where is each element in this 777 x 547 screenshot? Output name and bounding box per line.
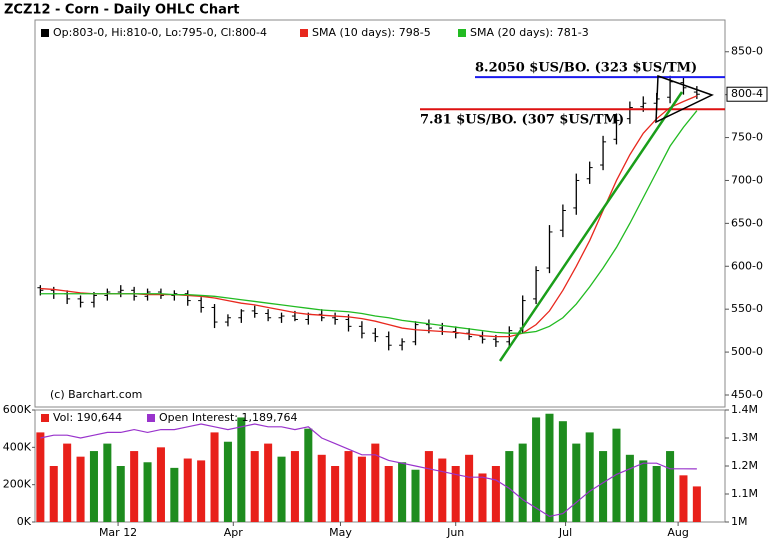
volume-bar	[76, 456, 85, 522]
sma-line	[40, 110, 698, 334]
volume-bar	[304, 428, 313, 522]
volume-bar	[103, 443, 112, 522]
x-tick-label: Aug	[667, 526, 688, 539]
volume-bar	[170, 467, 179, 522]
price-panel	[34, 19, 726, 408]
volume-bar	[518, 443, 527, 522]
credit: (c) Barchart.com	[50, 388, 142, 401]
volume-bar	[371, 443, 380, 522]
volume-bar	[465, 454, 474, 522]
y-tick-label: 600K	[3, 403, 32, 416]
sma-line	[40, 95, 698, 338]
volume-bar	[63, 443, 72, 522]
y-tick-label: 850-0	[731, 45, 763, 58]
x-tick-label: Apr	[224, 526, 244, 539]
volume-bar	[89, 451, 98, 522]
volume-bar	[438, 458, 447, 522]
y2-tick-label: 1.3M	[731, 431, 758, 444]
volume-bar	[532, 417, 541, 522]
volume-bar	[116, 466, 125, 522]
y-tick-label: 550-0	[731, 302, 763, 315]
y-tick-label: 500-0	[731, 345, 763, 358]
y-tick-label: 600-0	[731, 259, 763, 272]
annotation-text: 7.81 $US/BO. (307 $US/TM)	[420, 113, 624, 128]
volume-bar	[223, 441, 232, 522]
volume-bar	[183, 458, 192, 522]
chart-title: ZCZ12 - Corn - Daily OHLC Chart	[4, 3, 239, 18]
annotation-text: 8.2050 $US/BO. (323 $US/TM)	[475, 61, 697, 76]
open-interest-line	[40, 423, 697, 518]
pennant	[655, 74, 714, 124]
last-price-label: 800-4	[731, 87, 763, 100]
volume-bar	[143, 462, 152, 522]
x-tick-label: Mar 12	[99, 526, 137, 539]
legend-swatch	[41, 414, 49, 422]
legend-swatch	[300, 29, 308, 37]
volume-bar	[652, 466, 661, 522]
volume-bar	[478, 473, 487, 522]
volume-panel	[34, 409, 726, 523]
legend-swatch	[458, 29, 466, 37]
y2-tick-label: 1.2M	[731, 459, 758, 472]
volume-bar	[612, 428, 621, 522]
x-tick-label: Jul	[558, 526, 572, 539]
volume-bar	[639, 460, 648, 522]
volume-bar	[237, 417, 246, 522]
x-tick-label: Jun	[446, 526, 464, 539]
volume-bar	[545, 413, 554, 522]
volume-bar	[317, 454, 326, 522]
volume-bar	[197, 460, 206, 522]
volume-bar	[451, 466, 460, 522]
volume-bar	[210, 432, 219, 522]
volume-bar	[264, 443, 273, 522]
legend-label: SMA (10 days): 798-5	[312, 26, 431, 39]
legend-swatch	[41, 29, 49, 37]
volume-bar	[250, 451, 259, 522]
volume-bar	[585, 432, 594, 522]
volume-bar	[505, 451, 514, 522]
volume-bar	[666, 451, 675, 522]
y2-tick-label: 1M	[731, 515, 748, 528]
legend-label: Op:803-0, Hi:810-0, Lo:795-0, Cl:800-4	[53, 26, 267, 39]
legend-label: Vol: 190,644	[53, 411, 122, 424]
volume-bar	[572, 443, 581, 522]
y-tick-label: 700-0	[731, 173, 763, 186]
x-tick-label: May	[329, 526, 352, 539]
volume-bar	[36, 432, 45, 522]
y-tick-label: 200K	[3, 478, 32, 491]
volume-bar	[277, 456, 286, 522]
legend-label: SMA (20 days): 781-3	[470, 26, 589, 39]
volume-bar	[398, 462, 407, 522]
volume-bar	[679, 475, 688, 522]
y-tick-label: 750-0	[731, 131, 763, 144]
volume-bar	[424, 451, 433, 522]
volume-bar	[384, 466, 393, 522]
volume-bar	[558, 421, 567, 522]
y-tick-label: 650-0	[731, 216, 763, 229]
volume-bar	[411, 469, 420, 522]
volume-bar	[130, 451, 139, 522]
volume-bar	[357, 456, 366, 522]
volume-bar	[49, 466, 58, 522]
legend-swatch	[147, 414, 155, 422]
volume-bar	[491, 466, 500, 522]
y2-tick-label: 1.1M	[731, 487, 758, 500]
trend-line	[498, 91, 684, 362]
y2-tick-label: 1.4M	[731, 403, 758, 416]
volume-bar	[625, 454, 634, 522]
y-tick-label: 400K	[3, 440, 32, 453]
volume-bar	[599, 451, 608, 522]
y-tick-label: 450-0	[731, 388, 763, 401]
volume-bar	[290, 451, 299, 522]
y-tick-label: 0K	[17, 515, 32, 528]
last-price-box	[726, 86, 768, 102]
volume-bar	[156, 447, 165, 522]
legend-label: Open Interest: 1,189,764	[159, 411, 297, 424]
volume-bar	[331, 466, 340, 522]
volume-bar	[344, 451, 353, 522]
volume-bar	[692, 486, 701, 522]
